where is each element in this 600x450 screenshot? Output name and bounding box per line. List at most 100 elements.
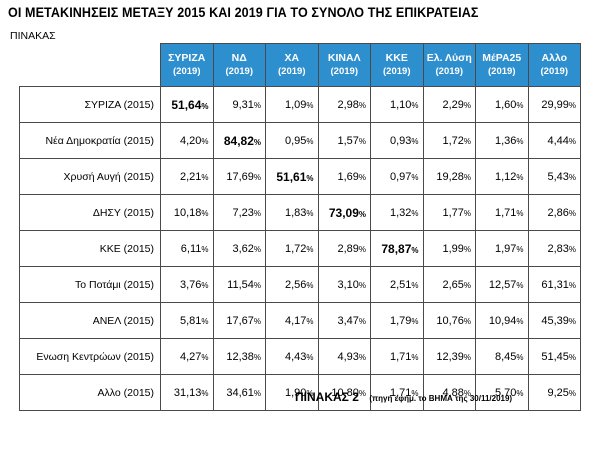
value-cell: 8,45% <box>475 338 529 375</box>
cell-value: 4,93 <box>337 350 359 363</box>
percent-sign: % <box>306 388 314 398</box>
cell-value: 2,21 <box>179 170 202 183</box>
value-cell: 1,77% <box>422 194 476 231</box>
value-cell: 45,39% <box>527 302 581 339</box>
cell-value: 3,10 <box>337 278 359 291</box>
cell-value: 2,56 <box>284 278 307 291</box>
row-label: ΚΚΕ (2015) <box>19 230 161 267</box>
column-header: ΧΑ (2019) <box>265 43 319 87</box>
value-cell: 2,83% <box>527 230 581 267</box>
cell-value: 2,89 <box>337 242 359 255</box>
table-row: ΚΚΕ (2015) 6,11% 3,62% 1,72% 2,89% 78,87% 1,99… <box>19 230 581 267</box>
value-cell: 9,25% <box>527 374 581 411</box>
column-header-name: ΚΚΕ <box>385 52 408 64</box>
value-cell: 4,17% <box>265 302 319 339</box>
percent-sign: % <box>411 388 419 398</box>
value-cell: 17,69% <box>212 158 266 195</box>
percent-sign: % <box>516 280 524 290</box>
cell-value: 19,28 <box>436 170 464 183</box>
cell-value: 51,64 <box>171 97 202 112</box>
value-cell: 5,70% <box>475 374 529 411</box>
percent-sign: % <box>411 352 419 362</box>
percent-sign: % <box>306 244 314 254</box>
percent-sign: % <box>358 316 366 326</box>
value-cell: 4,88% <box>422 374 476 411</box>
value-cell: 1,71% <box>370 374 424 411</box>
cell-value: 34,61 <box>226 386 254 399</box>
cell-value: 2,98 <box>337 98 359 111</box>
table-caption: ΠΙΝΑΚΑΣ <box>10 30 56 42</box>
row-label: Ενωση Κεντρώων (2015) <box>19 338 161 375</box>
value-cell: 1,69% <box>317 158 371 195</box>
percent-sign: % <box>463 100 471 110</box>
cell-value: 10,76 <box>436 314 464 327</box>
value-cell: 1,60% <box>475 86 529 123</box>
percent-sign: % <box>201 316 209 326</box>
percent-sign: % <box>253 137 261 147</box>
cell-value: 17,67 <box>226 314 254 327</box>
value-cell: 4,43% <box>265 338 319 375</box>
table-row: Ενωση Κεντρώων (2015) 4,27% 12,38% 4,43% 4,9… <box>19 338 581 375</box>
cell-value: 12,39 <box>436 350 464 363</box>
cell-value: 0,95 <box>284 134 307 147</box>
cell-value: 51,45 <box>541 350 569 363</box>
cell-value: 2,51 <box>389 278 412 291</box>
cell-value: 4,27 <box>179 350 202 363</box>
cell-value: 1,90 <box>284 386 307 399</box>
cell-value: 84,82 <box>223 133 254 148</box>
cell-value: 78,87 <box>381 241 412 256</box>
column-header-year: (2019) <box>383 66 411 77</box>
value-cell: 6,11% <box>160 230 214 267</box>
value-cell: 1,10% <box>370 86 424 123</box>
value-cell: 3,76% <box>160 266 214 303</box>
cell-value: 1,71 <box>389 350 412 363</box>
cell-value: 61,31 <box>541 278 569 291</box>
value-cell: 3,62% <box>212 230 266 267</box>
footer-label: ΠΙΝΑΚΑΣ 2 <box>295 390 359 404</box>
cell-value: 5,43 <box>547 170 569 183</box>
table-header-row: ΣΥΡΙΖΑ (2019) ΝΔ (2019) ΧΑ (2019) ΚΙΝΑΛ (2019) Κ… <box>19 43 581 87</box>
percent-sign: % <box>201 352 209 362</box>
percent-sign: % <box>516 208 524 218</box>
cell-value: 1,57 <box>337 134 359 147</box>
percent-sign: % <box>516 352 524 362</box>
cell-value: 1,09 <box>284 98 307 111</box>
percent-sign: % <box>358 136 366 146</box>
value-cell: 1,79% <box>370 302 424 339</box>
table-row: Νέα Δημοκρατία (2015) 4,20% 84,82% 0,95% 1,5… <box>19 122 581 159</box>
column-header-name: ΚΙΝΑΛ <box>327 52 361 64</box>
results-table: ΣΥΡΙΖΑ (2019) ΝΔ (2019) ΧΑ (2019) ΚΙΝΑΛ (2019) Κ… <box>19 43 581 411</box>
percent-sign: % <box>463 208 471 218</box>
cell-value: 3,47 <box>337 314 359 327</box>
value-cell: 10,18% <box>160 194 214 231</box>
cell-value: 10,18 <box>173 206 202 219</box>
cell-value: 51,61 <box>276 169 307 184</box>
percent-sign: % <box>568 208 576 218</box>
cell-value: 0,97 <box>389 170 412 183</box>
value-cell: 0,95% <box>265 122 319 159</box>
cell-value: 1,97 <box>494 242 517 255</box>
percent-sign: % <box>516 316 524 326</box>
value-cell: 34,61% <box>212 374 266 411</box>
value-cell: 2,89% <box>317 230 371 267</box>
percent-sign: % <box>358 244 366 254</box>
percent-sign: % <box>411 208 419 218</box>
value-cell: 2,65% <box>422 266 476 303</box>
table-footer: ΠΙΝΑΚΑΣ 2 (πηγή εφημ. το ΒΗΜΑ της 30/11/… <box>295 388 512 406</box>
column-header-year: (2019) <box>173 66 201 77</box>
cell-value: 12,38 <box>226 350 254 363</box>
cell-value: 3,76 <box>179 278 202 291</box>
value-cell: 2,51% <box>370 266 424 303</box>
cell-value: 1,71 <box>494 206 517 219</box>
value-cell: 2,86% <box>527 194 581 231</box>
percent-sign: % <box>411 245 419 255</box>
table-body: ΣΥΡΙΖΑ (2015) 51,64% 9,31% 1,09% 2,98% 1,10% 2… <box>19 86 581 411</box>
value-cell: 2,29% <box>422 86 476 123</box>
column-header-name: Αλλο <box>541 52 568 64</box>
value-cell: 11,54% <box>212 266 266 303</box>
cell-value: 1,60 <box>494 98 517 111</box>
value-cell: 2,56% <box>265 266 319 303</box>
footer-source: (πηγή εφημ. το ΒΗΜΑ της 30/11/2019) <box>369 394 513 403</box>
percent-sign: % <box>201 244 209 254</box>
cell-value: 1,69 <box>337 170 359 183</box>
